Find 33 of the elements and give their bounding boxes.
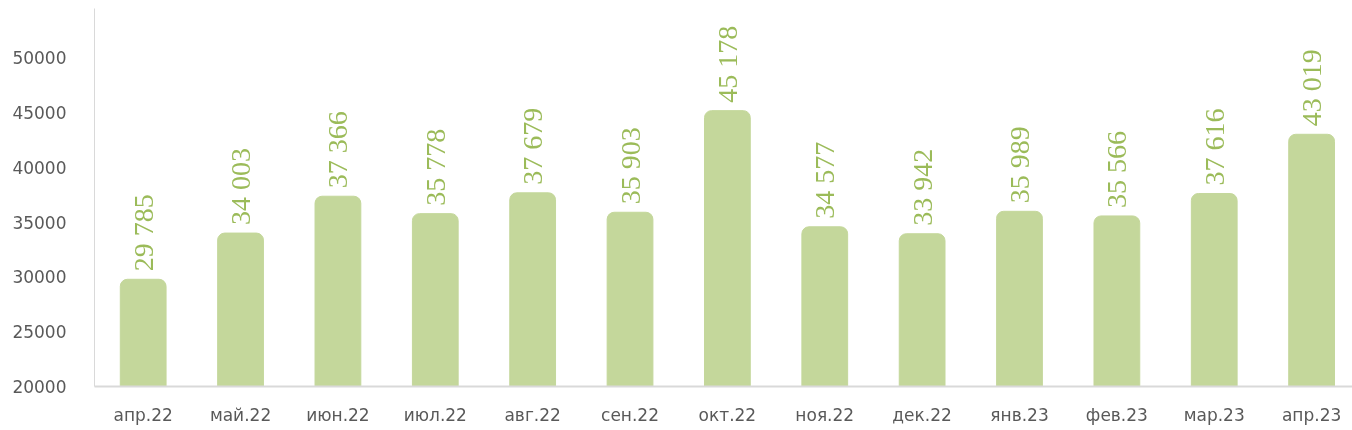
data-label: 37 679	[517, 107, 549, 185]
x-tick-label: апр.23	[1281, 404, 1342, 425]
x-tick-label: май.22	[209, 404, 272, 425]
x-tick-label: янв.23	[990, 404, 1049, 425]
data-label: 37 366	[322, 111, 354, 189]
data-label: 35 778	[419, 128, 451, 206]
x-tick-label: апр.22	[113, 404, 173, 425]
x-tick-label: сен.22	[601, 404, 660, 425]
x-tick-label: мар.23	[1183, 404, 1245, 425]
y-tick-label: 40000	[12, 157, 67, 178]
data-label: 45 178	[711, 25, 743, 103]
y-tick-label: 35000	[12, 212, 67, 233]
data-label: 33 942	[906, 148, 938, 226]
x-tick-label: авг.22	[504, 404, 561, 425]
data-label: 35 903	[614, 127, 646, 205]
data-label: 35 566	[1101, 130, 1133, 208]
data-label: 37 616	[1198, 108, 1230, 186]
y-tick-label: 45000	[12, 103, 67, 124]
x-tick-label: ноя.22	[795, 404, 855, 425]
y-tick-label: 30000	[12, 267, 67, 288]
x-tick-label: фев.23	[1085, 404, 1148, 425]
data-label: 43 019	[1296, 49, 1328, 127]
x-tick-label: июн.22	[306, 404, 370, 425]
x-tick-label: июл.22	[403, 404, 467, 425]
y-tick-label: 25000	[12, 322, 67, 343]
y-tick-label: 20000	[12, 377, 67, 397]
x-tick-label: окт.22	[698, 404, 757, 425]
data-label: 35 989	[1004, 126, 1035, 204]
x-tick-label: дек.22	[892, 404, 952, 425]
data-label: 34 577	[809, 141, 841, 219]
y-tick-label: 50000	[12, 48, 67, 69]
data-label: 34 003	[225, 148, 257, 226]
data-label: 29 785	[127, 194, 159, 272]
